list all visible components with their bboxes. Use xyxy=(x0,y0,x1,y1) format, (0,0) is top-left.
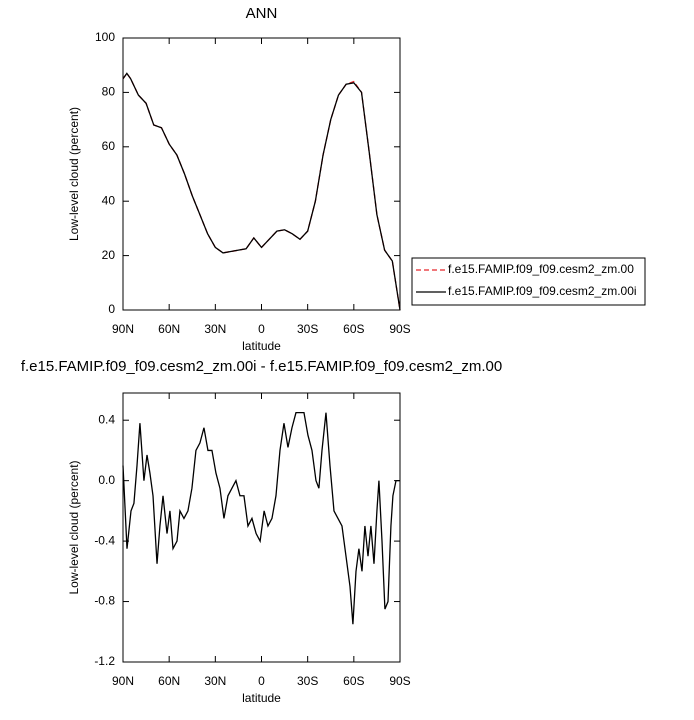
y-tick-label: 100 xyxy=(95,30,115,44)
x-tick-label: 60N xyxy=(158,674,180,688)
x-tick-label: 30N xyxy=(204,322,226,336)
legend-box xyxy=(411,257,646,306)
y-tick-label: 0 xyxy=(108,302,115,316)
y-tick-label: 80 xyxy=(102,85,116,99)
x-tick-label: 0 xyxy=(258,322,265,336)
chart-title: f.e15.FAMIP.f09_f09.cesm2_zm.00i - f.e15… xyxy=(21,358,502,375)
x-tick-label: 30N xyxy=(204,674,226,688)
y-tick-label: 60 xyxy=(102,139,116,153)
x-tick-label: 30S xyxy=(297,322,318,336)
y-tick-label: 20 xyxy=(102,248,116,262)
y-tick-label: 40 xyxy=(102,193,116,207)
y-tick-label: 0.0 xyxy=(98,473,115,487)
data-line xyxy=(122,412,400,625)
x-tick-label: 60S xyxy=(343,674,364,688)
legend-label: f.e15.FAMIP.f09_f09.cesm2_zm.00 xyxy=(448,262,634,276)
x-tick-label: 60S xyxy=(343,322,364,336)
legend-label: f.e15.FAMIP.f09_f09.cesm2_zm.00i xyxy=(448,284,637,298)
x-tick-label: 90N xyxy=(112,674,134,688)
x-tick-label: 90S xyxy=(389,322,410,336)
y-axis-label: Low-level cloud (percent) xyxy=(67,107,81,241)
data-line xyxy=(122,72,401,311)
x-tick-label: 90S xyxy=(389,674,410,688)
y-axis-label: Low-level cloud (percent) xyxy=(67,460,81,594)
y-tick-label: -0.8 xyxy=(94,594,115,608)
x-tick-label: 90N xyxy=(112,322,134,336)
x-tick-label: 30S xyxy=(297,674,318,688)
y-tick-label: 0.4 xyxy=(98,412,115,426)
data-line xyxy=(122,72,401,311)
x-axis-label: latitude xyxy=(242,339,281,353)
chart-title: ANN xyxy=(246,5,278,22)
plot-frame xyxy=(122,37,401,311)
x-axis-label: latitude xyxy=(242,691,281,705)
x-tick-label: 60N xyxy=(158,322,180,336)
x-tick-label: 0 xyxy=(258,674,265,688)
y-tick-label: -1.2 xyxy=(94,654,115,668)
y-tick-label: -0.4 xyxy=(94,533,115,547)
